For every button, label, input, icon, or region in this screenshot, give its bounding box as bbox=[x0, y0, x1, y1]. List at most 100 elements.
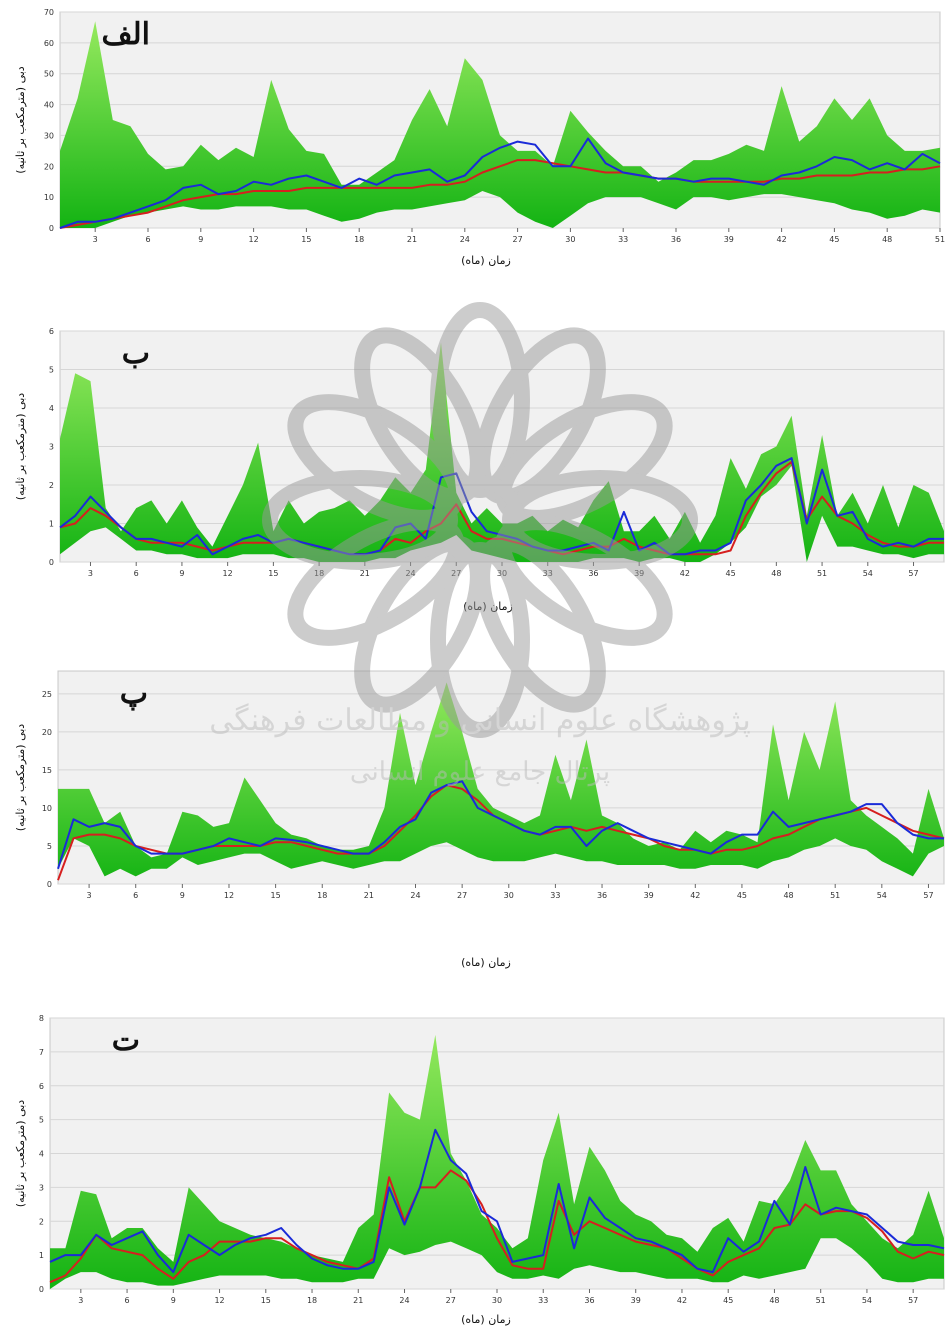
x-tick-label: 45 bbox=[829, 235, 839, 244]
x-tick-label: 24 bbox=[460, 235, 470, 244]
x-tick-label: 6 bbox=[125, 1296, 130, 1305]
y-tick-label: 0 bbox=[49, 558, 54, 567]
x-tick-label: 24 bbox=[405, 569, 415, 578]
uncertainty-band bbox=[60, 342, 944, 562]
y-tick-label: 0 bbox=[39, 1285, 44, 1294]
y-tick-label: 0 bbox=[49, 224, 54, 233]
y-axis-label: دبی (مترمکعب بر ثانیه) bbox=[14, 724, 27, 831]
y-tick-label: 5 bbox=[49, 366, 54, 375]
x-tick-label: 12 bbox=[249, 235, 259, 244]
observed-series-line bbox=[57, 780, 944, 870]
y-tick-label: 4 bbox=[39, 1150, 44, 1159]
x-tick-label: 21 bbox=[353, 1296, 363, 1305]
y-tick-label: 0 bbox=[47, 880, 52, 889]
y-tick-label: 15 bbox=[42, 766, 52, 775]
x-tick-label: 21 bbox=[360, 569, 370, 578]
x-tick-label: 33 bbox=[618, 235, 628, 244]
y-tick-label: 4 bbox=[49, 404, 54, 413]
x-tick-label: 42 bbox=[677, 1296, 687, 1305]
x-tick-label: 18 bbox=[307, 1296, 317, 1305]
y-axis-label: دبی (مترمکعب بر ثانیه) bbox=[14, 1100, 27, 1207]
x-tick-label: 9 bbox=[179, 569, 184, 578]
x-tick-label: 36 bbox=[671, 235, 681, 244]
x-tick-label: 18 bbox=[354, 235, 364, 244]
panel-label: ت bbox=[112, 1023, 140, 1058]
x-tick-label: 54 bbox=[862, 1296, 872, 1305]
y-tick-label: 20 bbox=[42, 728, 52, 737]
x-tick-label: 36 bbox=[588, 569, 598, 578]
x-tick-label: 51 bbox=[816, 1296, 826, 1305]
simulated-series-line bbox=[59, 159, 941, 229]
y-tick-label: 1 bbox=[39, 1251, 44, 1260]
x-tick-label: 15 bbox=[261, 1296, 271, 1305]
y-tick-label: 10 bbox=[44, 193, 54, 202]
simulated-series-line bbox=[49, 1169, 945, 1284]
x-tick-label: 45 bbox=[726, 569, 736, 578]
x-tick-label: 30 bbox=[497, 569, 507, 578]
x-tick-label: 30 bbox=[492, 1296, 502, 1305]
y-axis-label: دبی (مترمکعب بر ثانیه) bbox=[14, 393, 27, 500]
x-tick-label: 36 bbox=[584, 1296, 594, 1305]
x-tick-label: 9 bbox=[180, 891, 185, 900]
x-tick-label: 6 bbox=[133, 891, 138, 900]
x-tick-label: 12 bbox=[224, 891, 234, 900]
x-tick-label: 45 bbox=[723, 1296, 733, 1305]
x-axis-label: زمان (ماه) bbox=[461, 1313, 511, 1326]
y-tick-label: 40 bbox=[44, 101, 54, 110]
x-tick-label: 51 bbox=[817, 569, 827, 578]
panel-label: الف bbox=[101, 17, 150, 52]
y-tick-label: 6 bbox=[49, 327, 54, 336]
x-tick-label: 57 bbox=[908, 1296, 918, 1305]
y-tick-label: 10 bbox=[42, 804, 52, 813]
x-tick-label: 27 bbox=[451, 569, 461, 578]
panel-label: پ bbox=[120, 676, 148, 712]
x-tick-label: 24 bbox=[399, 1296, 409, 1305]
x-tick-label: 36 bbox=[597, 891, 607, 900]
x-tick-label: 3 bbox=[88, 569, 93, 578]
y-tick-label: 6 bbox=[39, 1082, 44, 1091]
x-axis-label: زمان (ماه) bbox=[461, 254, 511, 267]
panel-label: ب bbox=[122, 336, 150, 371]
x-tick-label: 48 bbox=[882, 235, 892, 244]
x-tick-label: 21 bbox=[364, 891, 374, 900]
x-tick-label: 48 bbox=[783, 891, 793, 900]
x-tick-label: 3 bbox=[78, 1296, 83, 1305]
x-tick-label: 12 bbox=[223, 569, 233, 578]
observed-series-line bbox=[59, 137, 941, 229]
y-tick-label: 1 bbox=[49, 520, 54, 529]
y-tick-label: 8 bbox=[39, 1014, 44, 1023]
y-tick-label: 20 bbox=[44, 162, 54, 171]
x-axis-label: زمان (ماه) bbox=[463, 600, 513, 613]
x-tick-label: 33 bbox=[543, 569, 553, 578]
x-tick-label: 54 bbox=[863, 569, 873, 578]
x-tick-label: 27 bbox=[446, 1296, 456, 1305]
x-tick-label: 45 bbox=[737, 891, 747, 900]
x-tick-label: 57 bbox=[908, 569, 918, 578]
x-tick-label: 48 bbox=[771, 569, 781, 578]
x-tick-label: 48 bbox=[769, 1296, 779, 1305]
x-tick-label: 18 bbox=[314, 569, 324, 578]
x-tick-label: 51 bbox=[830, 891, 840, 900]
x-tick-label: 54 bbox=[877, 891, 887, 900]
x-tick-label: 15 bbox=[301, 235, 311, 244]
x-tick-label: 39 bbox=[644, 891, 654, 900]
x-tick-label: 33 bbox=[550, 891, 560, 900]
x-tick-label: 3 bbox=[87, 891, 92, 900]
x-tick-label: 9 bbox=[171, 1296, 176, 1305]
y-tick-label: 2 bbox=[39, 1217, 44, 1226]
x-tick-label: 30 bbox=[504, 891, 514, 900]
x-tick-label: 18 bbox=[317, 891, 327, 900]
y-tick-label: 7 bbox=[39, 1048, 44, 1057]
uncertainty-band bbox=[58, 682, 944, 877]
x-tick-label: 24 bbox=[410, 891, 420, 900]
x-tick-label: 15 bbox=[268, 569, 278, 578]
x-tick-label: 12 bbox=[214, 1296, 224, 1305]
uncertainty-band bbox=[60, 21, 940, 228]
observed-series-line bbox=[49, 1128, 945, 1274]
y-tick-label: 70 bbox=[44, 8, 54, 17]
x-tick-label: 27 bbox=[513, 235, 523, 244]
